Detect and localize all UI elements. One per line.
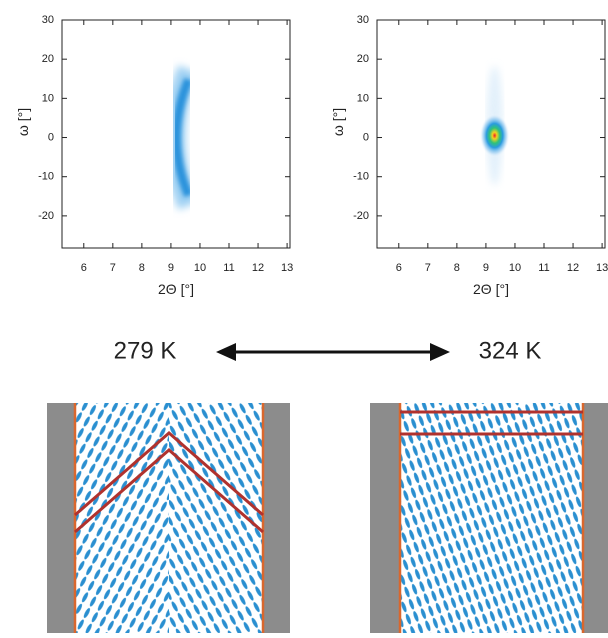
temperature-low: 279 K	[114, 337, 177, 364]
structure-high	[370, 403, 608, 633]
structure-low	[47, 403, 290, 633]
x-tick-label: 13	[281, 262, 293, 274]
x-tick-label: 12	[567, 262, 579, 274]
y-axis-label: ω [°]	[15, 108, 31, 136]
x-axis-label: 2Θ [°]	[473, 281, 509, 297]
x-tick-label: 9	[483, 262, 489, 274]
x-tick-label: 10	[509, 262, 521, 274]
intensity-peak	[172, 77, 193, 198]
plot-frame	[376, 19, 606, 249]
y-axis-label: ω [°]	[330, 108, 346, 136]
y-tick-label: 10	[357, 92, 369, 104]
x-tick-label: 8	[454, 262, 460, 274]
y-tick-label: 0	[363, 131, 369, 143]
y-tick-label: -10	[38, 171, 54, 183]
x-tick-label: 13	[596, 262, 608, 274]
x-tick-label: 8	[139, 262, 145, 274]
plot-frame	[61, 19, 291, 249]
y-tick-label: 20	[42, 53, 54, 65]
double-arrow	[216, 343, 450, 361]
x-tick-label: 7	[425, 262, 431, 274]
x-tick-label: 6	[81, 262, 87, 274]
y-tick-label: -20	[353, 210, 369, 222]
x-tick-label: 9	[168, 262, 174, 274]
x-tick-label: 11	[538, 262, 549, 274]
y-tick-label: 10	[42, 92, 54, 104]
x-tick-label: 11	[223, 262, 234, 274]
temperature-high: 324 K	[479, 337, 542, 364]
intensity-peak	[479, 113, 510, 158]
y-tick-label: 0	[48, 131, 54, 143]
x-tick-label: 6	[396, 262, 402, 274]
x-tick-label: 10	[194, 262, 206, 274]
y-tick-label: 30	[42, 14, 54, 26]
y-tick-label: -10	[353, 171, 369, 183]
x-tick-label: 7	[110, 262, 116, 274]
y-tick-label: 30	[357, 14, 369, 26]
x-axis-label: 2Θ [°]	[158, 281, 194, 297]
x-tick-label: 12	[252, 262, 264, 274]
y-tick-label: 20	[357, 53, 369, 65]
y-tick-label: -20	[38, 210, 54, 222]
